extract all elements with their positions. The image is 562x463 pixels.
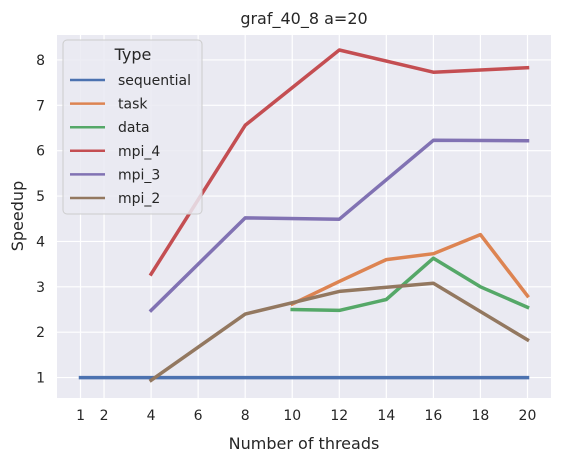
x-tick-label: 18 [472,408,490,424]
x-tick-label: 8 [241,408,250,424]
legend-label-mpi-2: mpi_2 [118,191,160,207]
y-tick-label: 2 [36,325,45,341]
y-tick-label: 6 [36,144,45,160]
y-tick-label: 7 [36,98,45,114]
legend-label-task: task [118,97,148,113]
series-line-mpi-4 [148,48,530,277]
legend-label-sequential: sequential [118,73,191,89]
x-tick-label: 14 [377,408,395,424]
y-tick-label: 3 [36,280,45,296]
legend-box [62,39,203,215]
y-tick-label: 4 [36,234,45,250]
y-tick-label: 5 [36,189,45,205]
chart-title: graf_40_8 a=20 [240,9,367,29]
x-tick-label: 20 [519,408,537,424]
x-tick-label: 2 [100,408,109,424]
series-line-data [290,256,530,313]
series-line-mpi-3 [148,138,530,313]
y-tick-label: 8 [36,53,45,69]
legend-title: Type [114,45,152,64]
x-tick-label: 12 [330,408,348,424]
legend-items: sequential task data mpi_4 mpi_3 mpi_2 [70,73,191,207]
y-tick-labels: 1 2 3 4 5 6 7 8 [36,53,45,387]
series-line-task [289,232,530,307]
x-tick-label: 4 [147,408,156,424]
x-tick-label: 6 [194,408,203,424]
x-tick-label: 1 [76,408,85,424]
x-axis-title: Number of threads [229,434,380,453]
y-tick-label: 1 [36,371,45,387]
legend-label-mpi-3: mpi_3 [118,167,160,183]
legend-label-data: data [118,120,150,136]
legend-label-mpi-4: mpi_4 [118,144,160,160]
series-line-mpi-2 [148,281,530,383]
series-lines [78,48,530,383]
x-tick-label: 10 [283,408,301,424]
legend: Type sequential task data mpi_4 mpi_3 mpi_2 [62,39,203,215]
x-tick-label: 16 [424,408,442,424]
y-axis-title: Speedup [8,181,27,251]
x-tick-labels: 1 2 4 6 8 10 12 14 16 18 20 [76,408,536,424]
